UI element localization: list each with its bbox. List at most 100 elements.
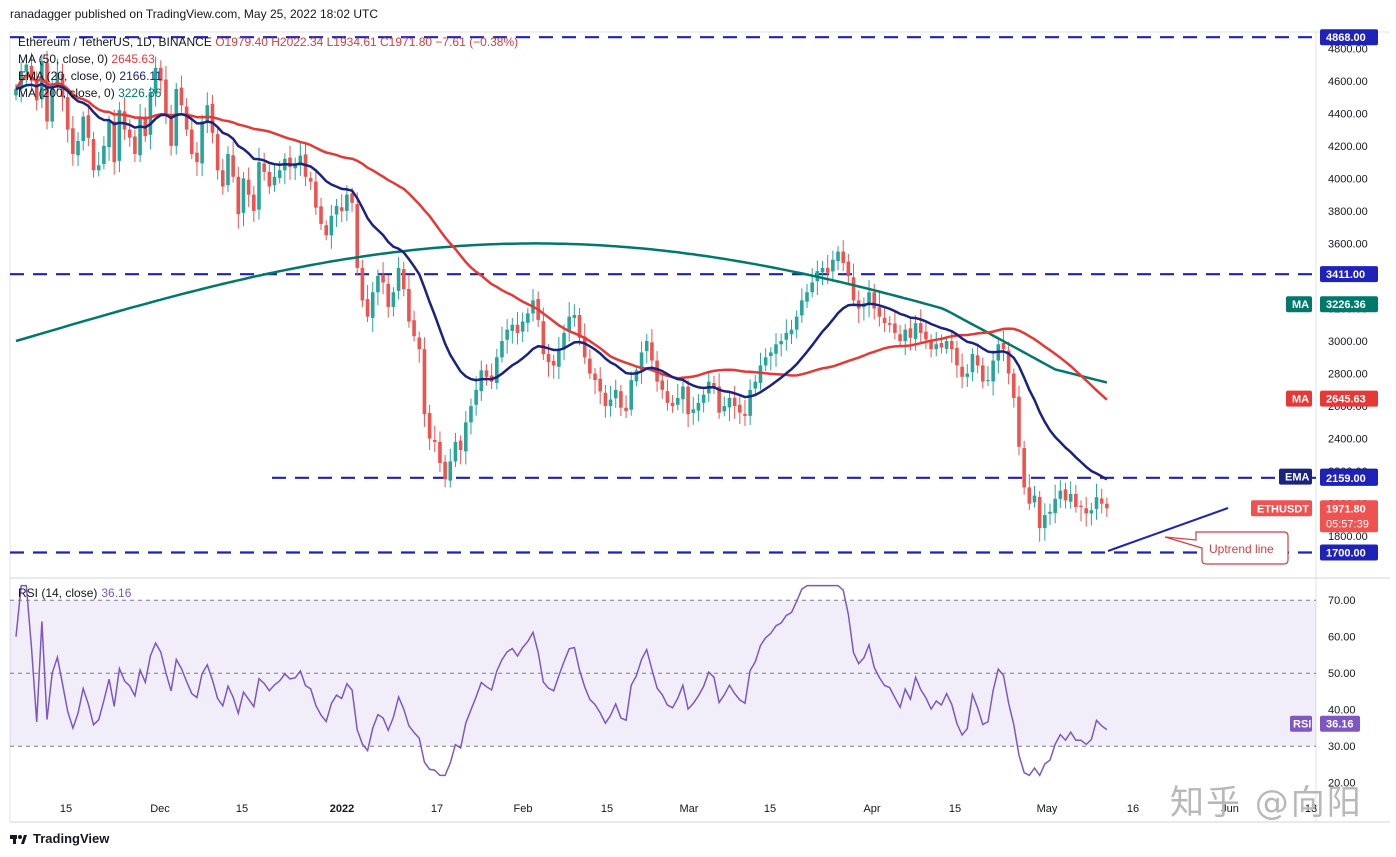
candle-body: [267, 171, 272, 187]
price-tick-label: 3800.00: [1328, 206, 1368, 218]
candle-body: [557, 349, 561, 367]
candle-body: [226, 153, 230, 186]
candle-body: [277, 170, 282, 179]
candle-body: [96, 165, 101, 171]
price-tick-label: 2800.00: [1328, 369, 1368, 381]
rsi-tag-box: [1290, 715, 1312, 732]
candle-body: [365, 299, 370, 317]
series-tag-text: EMA: [1285, 472, 1310, 484]
candle-body: [774, 344, 778, 354]
price-tick-label: 4200.00: [1328, 141, 1368, 153]
candle-body: [127, 129, 132, 138]
candle-body: [794, 316, 799, 330]
price-label-box: [1320, 544, 1378, 561]
candle-body: [898, 334, 902, 342]
candle-body: [479, 370, 484, 392]
candle-body: [567, 316, 571, 332]
candle-body: [515, 324, 520, 333]
price-tick-label: 2400.00: [1328, 434, 1368, 446]
candle-body: [412, 320, 416, 337]
candle-body: [407, 288, 411, 322]
candle-body: [169, 114, 173, 146]
candle-body: [629, 380, 634, 410]
candle-body: [748, 389, 752, 416]
candle-body: [712, 383, 716, 387]
tradingview-logo[interactable]: TradingView: [10, 831, 109, 846]
candle-body: [122, 111, 127, 130]
series-tag-text: MA: [1292, 299, 1309, 311]
candle-body: [934, 344, 939, 350]
time-tick-label: Mar: [680, 803, 699, 815]
candle-body: [386, 283, 391, 307]
candle-body: [293, 165, 297, 169]
candle-body: [908, 328, 913, 338]
candle-body: [660, 380, 665, 390]
candle-body: [696, 402, 701, 411]
candle-body: [438, 441, 442, 464]
candle-body: [417, 337, 422, 350]
candle-body: [324, 225, 328, 236]
rsi-value-text: 36.16: [1326, 719, 1354, 731]
time-tick-label: 17: [431, 803, 443, 815]
ma50-value: 2645.63: [111, 52, 155, 66]
time-tick-label: Feb: [514, 803, 533, 815]
candle-body: [551, 360, 556, 366]
series-tag-text: MA: [1292, 394, 1309, 406]
candle-body: [65, 97, 70, 130]
time-tick-label: 15: [601, 803, 613, 815]
candle-body: [913, 323, 918, 340]
candle-body: [1105, 503, 1109, 509]
candle-body: [562, 332, 566, 350]
candle-body: [613, 389, 618, 399]
candle-body: [603, 392, 608, 407]
candle-body: [71, 128, 75, 154]
candle-body: [195, 152, 199, 163]
candle-body: [231, 155, 235, 177]
chart-legend: Ethereum / TetherUS, 1D, BINANCE O1979.4…: [18, 34, 518, 102]
rsi-tick-label: 20.00: [1328, 778, 1356, 790]
candle-body: [608, 399, 613, 407]
candle-body: [1027, 487, 1032, 504]
candle-body: [107, 121, 111, 148]
candle-body: [314, 181, 318, 208]
ma50-label: MA (50, close, 0): [18, 52, 109, 66]
ma200-label: MA (200, close, 0): [18, 86, 115, 100]
candle-body: [810, 282, 814, 293]
ma50-line: [14, 74, 1108, 401]
candle-body: [825, 267, 830, 273]
candle-body: [769, 352, 773, 356]
candle-body: [453, 441, 458, 462]
candle-body: [396, 267, 401, 291]
candle-body: [644, 341, 649, 352]
candle-body: [463, 422, 468, 452]
candle-body: [1053, 498, 1057, 514]
price-label-text: 1700.00: [1326, 547, 1366, 559]
candle-body: [1001, 342, 1006, 350]
countdown-label: 05:57:39: [1326, 518, 1369, 530]
rsi-tick-label: 70.00: [1328, 595, 1356, 607]
candle-body: [520, 321, 525, 332]
candle-body: [779, 341, 783, 345]
candle-body: [944, 341, 949, 349]
candle-body: [45, 62, 49, 122]
tradingview-icon: [10, 834, 27, 844]
candle-body: [29, 65, 34, 81]
candle-body: [262, 163, 266, 172]
ohlc-values: O1979.40 H2022.34 L1934.61 C1971.80 −7.6…: [215, 35, 519, 49]
candle-body: [939, 342, 944, 348]
time-tick-label: Apr: [863, 803, 880, 815]
candle-body: [588, 358, 592, 374]
time-tick-label: 16: [1127, 803, 1139, 815]
price-label-text: 1971.80: [1326, 503, 1366, 515]
candle-body: [1079, 505, 1083, 507]
candle-body: [831, 259, 835, 272]
candle-body: [800, 300, 804, 316]
candle-body: [427, 412, 432, 439]
candle-body: [691, 409, 696, 413]
rsi-tick-label: 40.00: [1328, 705, 1356, 717]
candle-body: [133, 136, 137, 154]
candle-body: [205, 105, 210, 122]
candle-body: [805, 292, 809, 302]
candle-body: [1099, 498, 1104, 504]
